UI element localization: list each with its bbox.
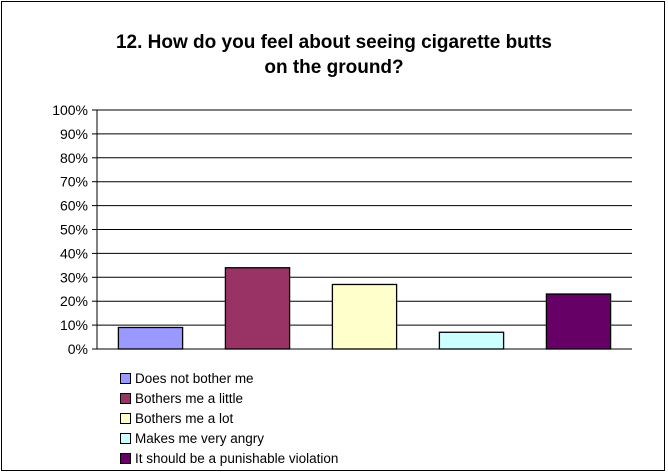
legend-entry: Bothers me a little [120,388,338,408]
bar-5 [545,293,612,350]
y-tick-label: 40% [60,245,88,261]
legend-swatch [120,452,131,464]
legend-entry: Makes me very angry [120,428,338,448]
y-tick-label: 90% [60,126,88,142]
legend-label: Bothers me a lot [135,410,234,426]
legend-label: Does not bother me [135,370,254,386]
chart-title-line-2: on the ground? [264,57,404,78]
legend-entry: Does not bother me [120,368,338,388]
chart-title: 12. How do you feel about seeing cigaret… [2,30,666,80]
legend-swatch [120,372,131,384]
legend-label: Makes me very angry [135,430,265,446]
legend: Does not bother me Bothers me a little Bot… [120,368,338,468]
chart-title-line-1: 12. How do you feel about seeing cigaret… [115,32,553,53]
legend-swatch [120,432,131,444]
y-tick-label: 60% [60,198,88,214]
bar-1 [117,326,184,350]
y-tick-label: 30% [60,269,88,285]
bar-3 [331,283,398,350]
bar-2 [224,267,291,350]
legend-swatch [120,392,131,404]
legend-label: It should be a punishable violation [135,450,339,466]
legend-entry: Bothers me a lot [120,408,338,428]
y-tick-label: 0% [68,341,88,357]
y-tick-label: 10% [60,317,88,333]
y-tick-label: 50% [60,222,88,238]
y-tick-label: 100% [52,102,88,118]
legend-entry: It should be a punishable violation [120,448,338,468]
legend-label: Bothers me a little [135,390,244,406]
bar-4 [438,331,505,350]
y-tick-label: 80% [60,150,88,166]
y-tick-label: 70% [60,174,88,190]
legend-swatch [120,412,131,424]
y-tick-label: 20% [60,293,88,309]
